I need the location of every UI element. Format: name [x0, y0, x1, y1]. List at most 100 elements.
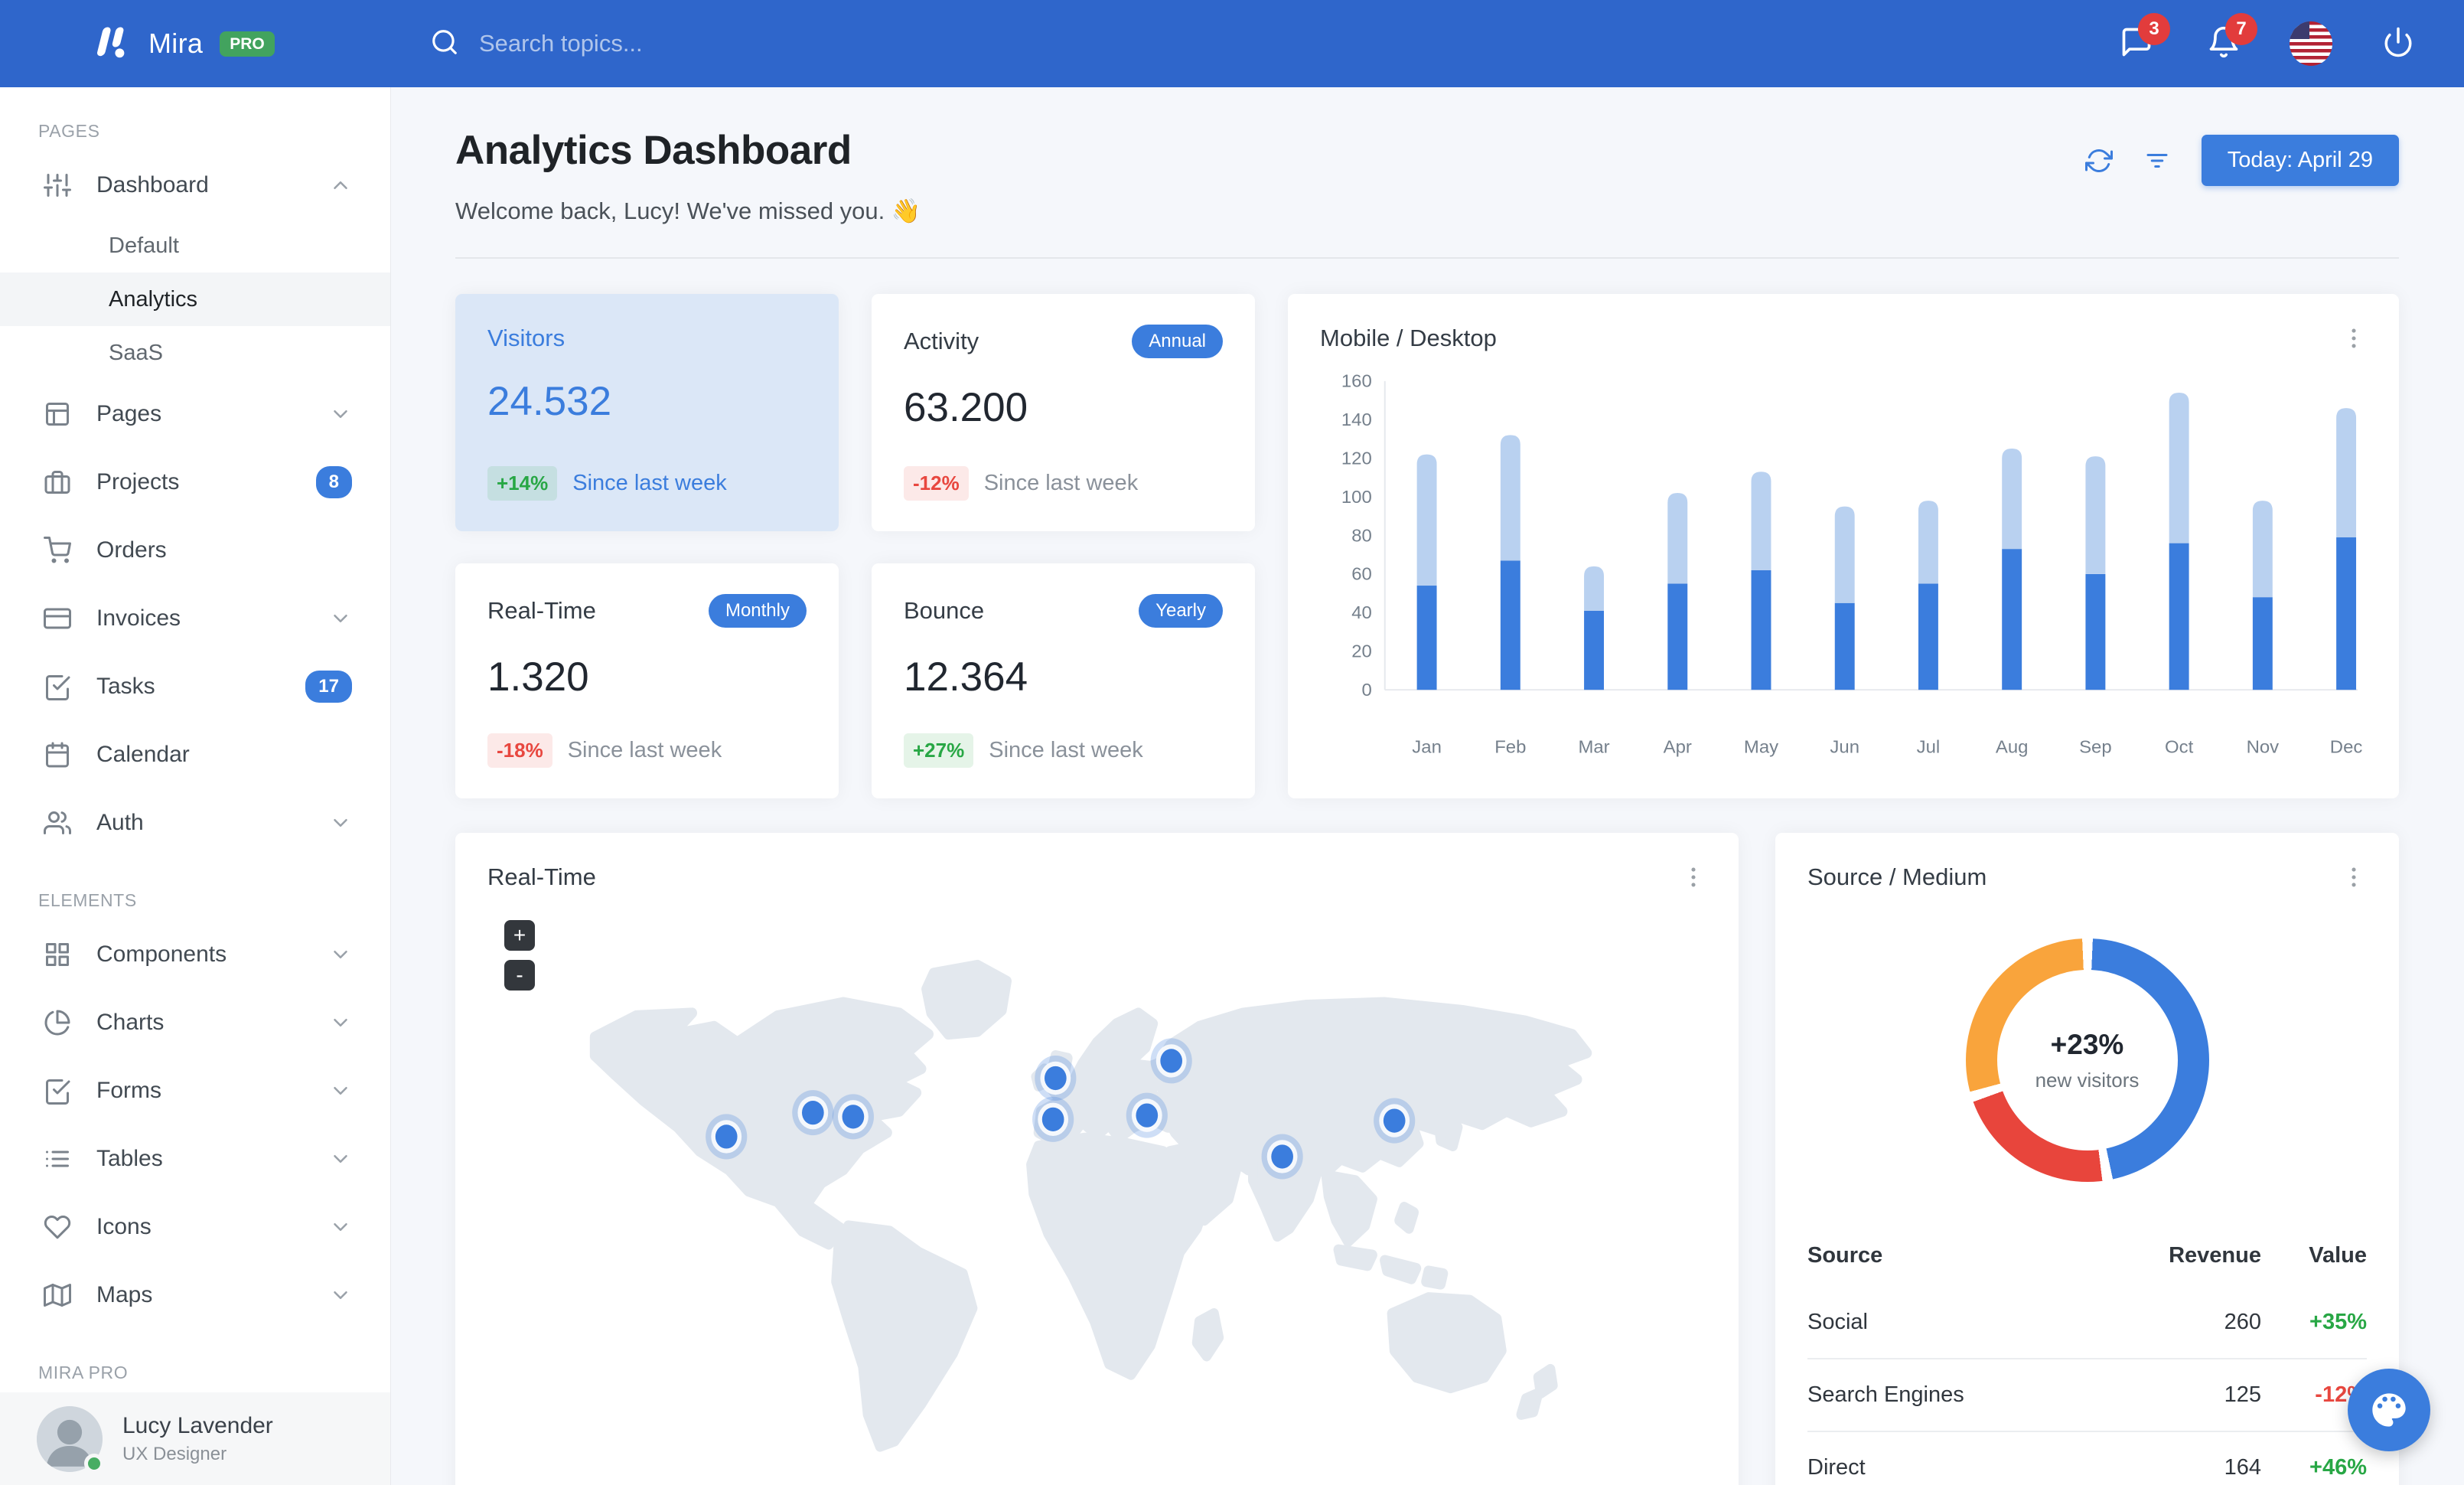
stat-period-badge[interactable]: Yearly [1139, 594, 1223, 628]
sidebar-item-label: Auth [96, 809, 144, 835]
bar-segment-mobile [2252, 597, 2273, 690]
map-marker[interactable] [832, 1094, 874, 1140]
svg-text:20: 20 [1351, 642, 1372, 662]
chevron-down-icon [329, 943, 352, 966]
refresh-button[interactable] [2084, 147, 2113, 175]
map-zoom-in-button[interactable]: + [504, 920, 535, 951]
svg-text:Sep: Sep [2079, 738, 2112, 758]
stacked-bar-chart: 0 20 40 60 80 100 120 140 160 Jan Feb Mar Apr May Jun J… [1341, 372, 2363, 758]
sidebar-section-mira-pro: MIRA PRO [38, 1363, 129, 1382]
stat-title: Visitors [487, 325, 565, 351]
realtime-map-card: Real-Time + - [455, 833, 1739, 1485]
logout-button[interactable] [2377, 22, 2420, 65]
chart-menu-button[interactable] [2341, 325, 2367, 351]
map-marker[interactable] [792, 1090, 834, 1136]
sidebar-item-charts[interactable]: Charts [0, 988, 390, 1056]
heart-icon [44, 1213, 71, 1241]
sidebar-item-dashboard[interactable]: Dashboard [0, 151, 390, 219]
svg-text:0: 0 [1361, 680, 1371, 700]
stat-value: 24.532 [487, 379, 612, 424]
sidebar-item-tasks[interactable]: Tasks 17 [0, 652, 390, 720]
check-square-icon [44, 1077, 71, 1105]
sidebar: PAGES Dashboard Default Analytics SaaS Pages P… [0, 87, 390, 1485]
list-icon [44, 1145, 71, 1173]
grid-icon [44, 941, 71, 968]
bar-segment-mobile [2336, 537, 2357, 690]
map-card-title: Real-Time [487, 863, 596, 890]
map-marker[interactable] [1261, 1134, 1303, 1180]
check-square-icon [44, 673, 71, 700]
sidebar-item-tables[interactable]: Tables [0, 1124, 390, 1193]
bar-segment-mobile [1416, 586, 1437, 690]
map-marker[interactable] [706, 1114, 748, 1160]
sidebar-item-label: Forms [96, 1077, 161, 1103]
sidebar-item-icons[interactable]: Icons [0, 1193, 390, 1261]
map-marker[interactable] [1150, 1038, 1192, 1084]
brand[interactable]: Mira PRO [0, 22, 390, 66]
sidebar-item-maps[interactable]: Maps [0, 1261, 390, 1329]
svg-text:May: May [1744, 738, 1778, 758]
bar-segment-mobile [1751, 570, 1771, 690]
credit-card-icon [44, 605, 71, 632]
chevron-down-icon [329, 1147, 352, 1170]
stat-delta-badge: -12% [904, 466, 969, 501]
map-menu-button[interactable] [1680, 864, 1706, 890]
stat-delta-badge: +27% [904, 733, 974, 768]
col-value: Value [2309, 1243, 2367, 1268]
search-input[interactable] [479, 30, 908, 57]
sidebar-item-pages[interactable]: Pages [0, 380, 390, 448]
language-button[interactable] [2290, 21, 2332, 66]
source-table: Source Revenue Value Social 260 +35% Search E… [1807, 1225, 2367, 1485]
stat-card-activity: Activity Annual 63.200 -12% Since last week [872, 294, 1255, 531]
stat-card-bounce: Bounce Yearly 12.364 +27% Since last week [872, 563, 1255, 798]
stat-delta-badge: -18% [487, 733, 552, 768]
svg-text:100: 100 [1341, 488, 1372, 508]
global-search [430, 28, 2115, 60]
svg-text:160: 160 [1341, 372, 1372, 392]
sidebar-item-calendar[interactable]: Calendar [0, 720, 390, 788]
mira-logo-icon [92, 22, 132, 66]
date-button[interactable]: Today: April 29 [2201, 135, 2399, 186]
bar-segment-desktop [1584, 566, 1605, 611]
stat-period-badge[interactable]: Annual [1132, 325, 1223, 358]
mobile-desktop-chart-card: Mobile / Desktop 0 20 40 60 80 100 120 140 160 Ja… [1288, 294, 2399, 798]
row-source: Social [1807, 1310, 1868, 1334]
sidebar-item-orders[interactable]: Orders [0, 516, 390, 584]
sidebar-item-invoices[interactable]: Invoices [0, 584, 390, 652]
sidebar-item-auth[interactable]: Auth [0, 788, 390, 857]
stat-value: 1.320 [487, 654, 589, 700]
map-zoom-out-button[interactable]: - [504, 960, 535, 991]
row-revenue: 164 [2092, 1431, 2261, 1485]
map-marker[interactable] [1035, 1055, 1077, 1102]
svg-text:Jul: Jul [1917, 738, 1941, 758]
source-menu-button[interactable] [2341, 864, 2367, 890]
calendar-icon [44, 741, 71, 769]
sidebar-subitem-default[interactable]: Default [109, 233, 179, 258]
bar-segment-mobile [1500, 560, 1520, 690]
map-marker[interactable] [1126, 1092, 1168, 1138]
world-map: + - [487, 899, 1706, 1485]
notifications-button[interactable]: 7 [2202, 13, 2257, 65]
sidebar-item-projects[interactable]: Projects 8 [0, 448, 390, 516]
sidebar-item-label: Components [96, 941, 227, 967]
table-row: Search Engines 125 -12% [1807, 1358, 2367, 1431]
stat-title: Bounce [904, 597, 985, 624]
map-marker[interactable] [1032, 1096, 1074, 1142]
bar-segment-desktop [2085, 456, 2106, 574]
sidebar-item-components[interactable]: Components [0, 920, 390, 988]
sidebar-subitem-analytics[interactable]: Analytics [0, 273, 390, 326]
stat-period-badge[interactable]: Monthly [708, 594, 807, 628]
sidebar-user[interactable]: Lucy Lavender UX Designer [0, 1392, 390, 1485]
map-marker[interactable] [1374, 1098, 1416, 1144]
bar-segment-desktop [1667, 493, 1688, 584]
bar-segment-desktop [1500, 435, 1520, 561]
filter-button[interactable] [2143, 147, 2171, 175]
sidebar-subitem-saas[interactable]: SaaS [109, 340, 163, 365]
sidebar-item-forms[interactable]: Forms [0, 1056, 390, 1124]
bar-segment-desktop [2169, 392, 2189, 543]
stat-card-real-time: Real-Time Monthly 1.320 -18% Since last week [455, 563, 839, 798]
theme-settings-button[interactable] [2348, 1369, 2430, 1451]
svg-text:120: 120 [1341, 449, 1372, 469]
chevron-down-icon [329, 403, 352, 426]
messages-button[interactable]: 3 [2115, 13, 2170, 65]
